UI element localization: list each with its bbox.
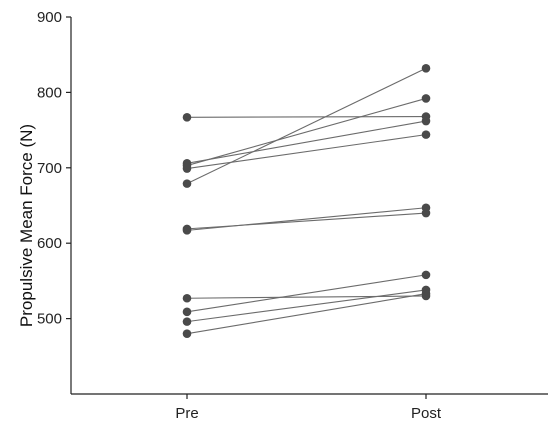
series-lines	[186, 67, 427, 335]
series-line-5	[186, 67, 427, 185]
y-tick-label-900: 900	[37, 9, 62, 26]
data-point-3-post	[421, 94, 431, 103]
data-point-10-pre	[182, 317, 192, 326]
series-line-11	[186, 293, 427, 335]
series-points	[182, 63, 431, 338]
series-line-9	[186, 274, 427, 313]
data-point-4-post	[421, 130, 431, 139]
data-point-2-post	[421, 116, 431, 126]
series-line-10	[186, 289, 427, 323]
data-point-9-pre	[182, 307, 192, 317]
data-point-4-pre	[182, 164, 192, 173]
y-tick-label-700: 700	[37, 160, 62, 177]
series-line-1	[186, 115, 427, 118]
data-point-5-pre	[182, 179, 192, 188]
y-tick-label-500: 500	[37, 311, 62, 328]
series-line-4	[186, 134, 427, 170]
x-axis: Pre Post	[71, 393, 548, 422]
data-point-9-post	[421, 270, 431, 280]
y-axis-title: Propulsive Mean Force (N)	[17, 124, 36, 327]
data-point-7-post	[421, 203, 431, 213]
data-point-7-pre	[182, 226, 192, 235]
data-point-11-pre	[182, 329, 192, 338]
series-line-8	[186, 295, 427, 299]
series-line-2	[186, 120, 427, 164]
y-axis: 500 600 700 800 900	[37, 9, 72, 394]
series-line-3	[186, 97, 427, 167]
x-tick-label-pre: Pre	[175, 405, 198, 422]
data-point-1-pre	[182, 112, 192, 122]
data-point-8-pre	[182, 293, 192, 303]
y-tick-label-600: 600	[37, 235, 62, 252]
y-tick-label-800: 800	[37, 84, 62, 101]
data-point-5-post	[421, 63, 431, 73]
series-line-7	[186, 207, 427, 231]
x-tick-label-post: Post	[411, 405, 442, 422]
data-point-11-post	[421, 289, 431, 299]
